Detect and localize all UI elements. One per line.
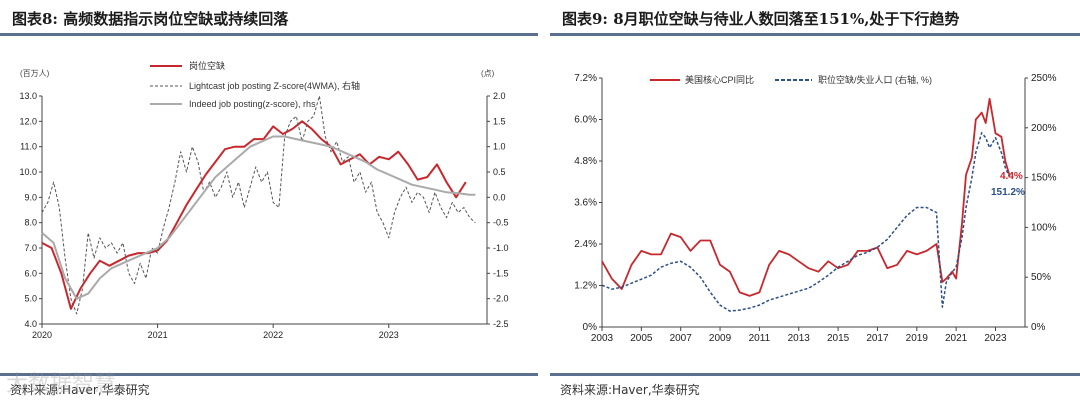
x-tick-label: 2021 [148,330,168,340]
y-tick-label: 2.4% [574,239,597,250]
right-source: 资料来源:Haver,华泰研究 [560,383,700,397]
x-tick-label: 2021 [945,333,968,344]
x-tick-label: 2015 [827,333,850,344]
y2-tick-label: 2.0 [493,91,506,101]
y-tick-label: 9.0 [24,192,37,202]
y2-tick-label: 1.0 [493,142,506,152]
y2-tick-label: 50% [1031,272,1051,283]
y2-tick-label: 100% [1031,222,1057,233]
left-chart-series [41,95,476,315]
y2-tick-label: -0.5 [493,218,509,228]
y2-tick-label: 0.0 [493,192,506,202]
y2-tick-label: 1.5 [493,116,506,126]
x-tick-label: 2020 [32,330,52,340]
left-source-rule [0,373,538,376]
series-line-job-openings [41,120,467,310]
y2-tick-label: 0.5 [493,167,506,177]
y-tick-label: 7.0 [24,243,37,253]
right-chart-series [601,97,1011,312]
y-tick-label: 13.0 [19,91,37,101]
x-tick-label: 2019 [906,333,929,344]
right-source-rule [550,373,1080,376]
x-tick-label: 2013 [788,333,811,344]
annotation-vacancy-latest: 151.2% [991,187,1025,198]
y-tick-label: 5.0 [24,294,37,304]
y-tick-label: 10.0 [19,167,37,177]
right-chart: 7.2% 6.0% 4.8% 3.6% 2.4% 1.2% 0% 250% 200% 150% 10… [574,73,1056,344]
right-chart-legend: 美国核心CPI同比 职位空缺/失业人口 (右轴, %) [650,74,932,85]
right-panel: 图表9: 8月职位空缺与待业人数回落至151%,处于下行趋势 7.2% 6.0% 4… [550,0,1080,401]
left-axis-unit: (百万人) [20,69,50,78]
legend-label-core-cpi: 美国核心CPI同比 [685,74,754,85]
x-tick-label: 2022 [263,330,283,340]
series-line-vacancy-ratio [601,132,1010,312]
left-chart-legend: 岗位空缺 Lightcast job posting Z-score(4WMA)… [150,60,360,109]
y-tick-label: 4.0 [24,319,37,329]
x-tick-label: 2009 [709,333,732,344]
y-tick-label: 0% [583,322,598,333]
series-line-lightcast [41,95,476,315]
y2-tick-label: 150% [1031,173,1057,184]
x-tick-label: 2007 [670,333,693,344]
series-line-indeed [41,135,476,300]
y-tick-label: 6.0 [24,268,37,278]
y-tick-label: 12.0 [19,116,37,126]
annotation-cpi-latest: 4.4% [1000,171,1023,182]
x-tick-label: 2017 [866,333,889,344]
y2-tick-label: -1.0 [493,243,509,253]
legend-label-lightcast: Lightcast job posting Z-score(4WMA), 右轴 [189,80,360,91]
y2-tick-label: -1.5 [493,268,509,278]
y-tick-label: 7.2% [574,73,597,84]
right-title-rule [550,33,1080,36]
y2-tick-label: 250% [1031,73,1057,84]
right-chart-axes: 7.2% 6.0% 4.8% 3.6% 2.4% 1.2% 0% 250% 200% 150% 10… [574,73,1056,344]
x-tick-label: 2023 [379,330,399,340]
series-line-core-cpi [601,97,1011,297]
legend-label-indeed: Indeed job posting(z-score), rhs [189,99,316,109]
x-tick-label: 2003 [591,333,614,344]
x-tick-label: 2005 [630,333,653,344]
y-tick-label: 1.2% [574,281,597,292]
left-chart-axes: 13.0 12.0 11.0 10.0 9.0 8.0 7.0 6.0 5.0 4.0 2.0 1.5… [19,69,508,340]
y-tick-label: 8.0 [24,218,37,228]
right-chart-annotations: 4.4% 151.2% [991,171,1025,198]
y2-tick-label: 200% [1031,123,1057,134]
left-title-rule [0,33,538,36]
legend-label-job-openings: 岗位空缺 [189,60,225,71]
y-tick-label: 11.0 [20,142,37,152]
left-panel: 图表8: 高频数据指示岗位空缺或持续回落 13.0 12.0 11.0 10.0 9.0… [0,0,538,401]
left-source: 资料来源:Haver,华泰研究 [10,383,150,397]
y-tick-label: 3.6% [574,198,597,209]
x-tick-label: 2023 [984,333,1007,344]
y-tick-label: 4.8% [574,156,597,167]
y2-tick-label: -2.0 [493,294,509,304]
right-chart-title: 图表9: 8月职位空缺与待业人数回落至151%,处于下行趋势 [562,10,960,28]
left-chart-title: 图表8: 高频数据指示岗位空缺或持续回落 [12,10,289,28]
x-tick-label: 2011 [749,333,771,344]
legend-label-vacancy-ratio: 职位空缺/失业人口 (右轴, %) [818,74,932,85]
y2-tick-label: 0% [1031,322,1046,333]
y-tick-label: 6.0% [574,115,597,126]
y2-tick-label: -2.5 [493,319,509,329]
right-axis-unit: (点) [481,69,495,78]
left-chart: 13.0 12.0 11.0 10.0 9.0 8.0 7.0 6.0 5.0 4.0 2.0 1.5… [19,60,508,340]
